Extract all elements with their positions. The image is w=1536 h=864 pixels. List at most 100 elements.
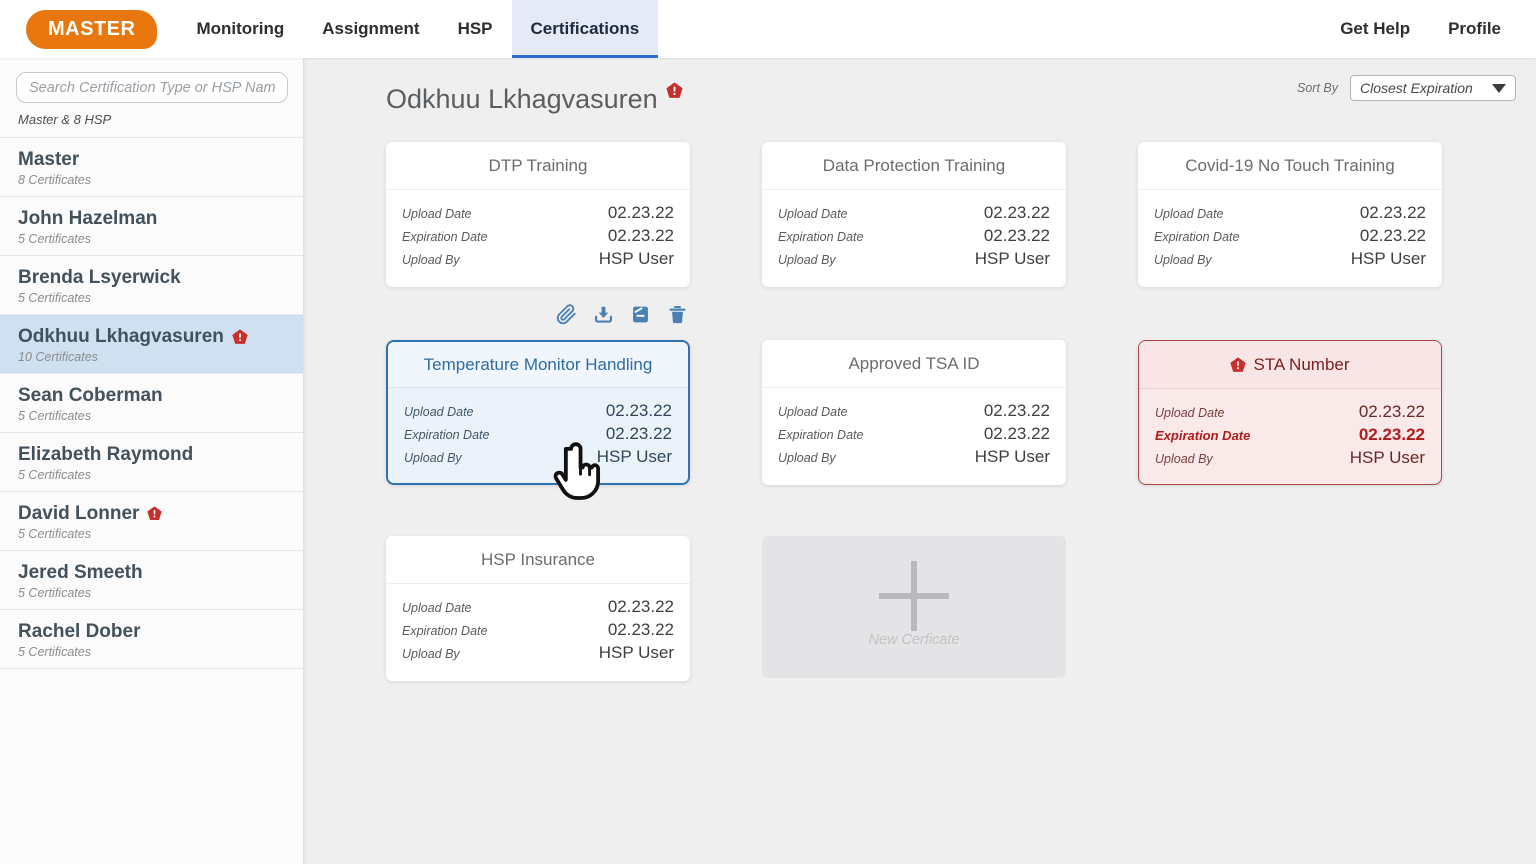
hsp-cert-count: 8 Certificates — [18, 173, 91, 187]
expiration-date-value: 02.23.22 — [607, 226, 674, 245]
card-row-3: HSP Insurance Upload Date 02.23.22 Expira… — [386, 536, 1442, 681]
expiration-date-value: 02.23.22 — [605, 424, 672, 443]
upload-date-label: Upload Date — [402, 207, 472, 221]
upload-date-value: 02.23.22 — [1358, 402, 1425, 421]
upload-date-label: Upload Date — [778, 207, 848, 221]
upload-date-value: 02.23.22 — [983, 203, 1050, 222]
sidebar-item-elizabeth-raymond[interactable]: Elizabeth Raymond 5 Certificates — [0, 432, 303, 491]
certificate-card-dtp-training[interactable]: DTP Training Upload Date 02.23.22 Expirat… — [386, 142, 690, 287]
upload-date-value: 02.23.22 — [605, 401, 672, 420]
upload-date-label: Upload Date — [778, 405, 848, 419]
hsp-cert-count: 5 Certificates — [18, 291, 91, 305]
upload-by-value: HSP User — [596, 447, 672, 466]
card-title: DTP Training — [386, 142, 690, 190]
top-navigation: MASTER Monitoring Assignment HSP Certifi… — [0, 0, 1536, 58]
upload-by-value: HSP User — [598, 249, 674, 268]
card-title: Data Protection Training — [762, 142, 1066, 190]
hsp-sidebar: Master & 8 HSP Master 8 Certificates Joh… — [0, 58, 304, 864]
hsp-name: Rachel Dober — [18, 621, 141, 642]
upload-by-label: Upload By — [404, 451, 462, 465]
alert-icon — [232, 329, 248, 344]
card-row-2: Temperature Monitor Handling Upload Date… — [386, 304, 1442, 485]
certificate-card-approved-tsa-id[interactable]: Approved TSA ID Upload Date 02.23.22 Expi… — [762, 340, 1066, 485]
upload-date-label: Upload Date — [404, 405, 474, 419]
tab-certifications[interactable]: Certifications — [511, 0, 659, 58]
get-help-link[interactable]: Get Help — [1340, 19, 1411, 38]
card-title: STA Number — [1139, 341, 1441, 389]
sort-by-control: Sort By Closest Expiration — [1297, 75, 1516, 101]
trash-icon[interactable] — [667, 304, 688, 325]
new-certificate-button[interactable]: New Cerficate — [762, 536, 1066, 678]
hsp-cert-count: 10 Certificates — [18, 350, 98, 364]
upload-by-label: Upload By — [1155, 452, 1213, 466]
upload-date-value: 02.23.22 — [1359, 203, 1426, 222]
tab-hsp[interactable]: HSP — [457, 19, 493, 38]
upload-by-value: HSP User — [974, 447, 1050, 466]
expiration-date-label: Expiration Date — [402, 230, 488, 244]
sidebar-item-david-lonner[interactable]: David Lonner 5 Certificates — [0, 491, 303, 550]
tab-assignment[interactable]: Assignment — [322, 19, 420, 38]
profile-link[interactable]: Profile — [1448, 19, 1501, 38]
hsp-name: Jered Smeeth — [18, 562, 143, 583]
expiration-date-value: 02.23.22 — [983, 424, 1050, 443]
plus-icon — [879, 561, 949, 631]
hsp-cert-count: 5 Certificates — [18, 527, 91, 541]
upload-date-label: Upload Date — [402, 601, 472, 615]
sort-by-value: Closest Expiration — [1360, 80, 1473, 96]
card-title: HSP Insurance — [386, 536, 690, 584]
page-title: Odkhuu Lkhagvasuren — [386, 82, 683, 115]
upload-by-value: HSP User — [1350, 249, 1426, 268]
upload-by-label: Upload By — [402, 253, 460, 267]
hsp-cert-count: 5 Certificates — [18, 232, 91, 246]
hsp-name: David Lonner — [18, 502, 285, 525]
card-row-1: DTP Training Upload Date 02.23.22 Expirat… — [386, 142, 1442, 287]
attachment-icon[interactable] — [556, 304, 577, 325]
expiration-date-value: 02.23.22 — [1359, 226, 1426, 245]
card-title: Approved TSA ID — [762, 340, 1066, 388]
alert-icon — [1230, 357, 1247, 372]
expiration-date-label: Expiration Date — [778, 230, 864, 244]
upload-by-label: Upload By — [778, 253, 836, 267]
card-toolbar — [556, 304, 688, 325]
sidebar-item-sean-coberman[interactable]: Sean Coberman 5 Certificates — [0, 373, 303, 432]
expiration-date-value: 02.23.22 — [607, 620, 674, 639]
hsp-name: Sean Coberman — [18, 385, 163, 406]
sidebar-item-john-hazelman[interactable]: John Hazelman 5 Certificates — [0, 196, 303, 255]
hsp-cert-count: 5 Certificates — [18, 409, 91, 423]
sidebar-item-jered-smeeth[interactable]: Jered Smeeth 5 Certificates — [0, 550, 303, 609]
search-input[interactable] — [16, 72, 288, 103]
certificate-card-icon[interactable] — [630, 304, 651, 325]
expiration-date-value: 02.23.22 — [1358, 425, 1425, 444]
hsp-name: Master — [18, 149, 80, 170]
upload-by-value: HSP User — [1349, 448, 1425, 467]
certificate-card-sta-number[interactable]: STA Number Upload Date 02.23.22 Expiratio… — [1138, 340, 1442, 485]
sidebar-summary: Master & 8 HSP — [18, 112, 112, 127]
sort-by-dropdown[interactable]: Closest Expiration — [1350, 75, 1516, 101]
upload-by-value: HSP User — [598, 643, 674, 662]
hsp-name: Odkhuu Lkhagvasuren — [18, 325, 285, 348]
master-logo[interactable]: MASTER — [26, 9, 158, 49]
certificate-card-temperature-monitor-handling[interactable]: Temperature Monitor Handling Upload Date… — [386, 340, 690, 485]
expiration-date-value: 02.23.22 — [983, 226, 1050, 245]
upload-date-value: 02.23.22 — [983, 401, 1050, 420]
sidebar-item-odkhuu-lkhagvasuren[interactable]: Odkhuu Lkhagvasuren 10 Certificates — [0, 314, 303, 373]
expiration-date-label: Expiration Date — [778, 428, 864, 442]
upload-date-value: 02.23.22 — [607, 203, 674, 222]
sidebar-item-master[interactable]: Master 8 Certificates — [0, 137, 303, 196]
certificate-card-hsp-insurance[interactable]: HSP Insurance Upload Date 02.23.22 Expira… — [386, 536, 690, 681]
card-title: Covid-19 No Touch Training — [1138, 142, 1442, 190]
certificate-card-covid19-no-touch-training[interactable]: Covid-19 No Touch Training Upload Date 02… — [1138, 142, 1442, 287]
expiration-date-label: Expiration Date — [1154, 230, 1240, 244]
alert-icon — [666, 82, 683, 98]
chevron-down-icon — [1492, 83, 1506, 93]
sidebar-item-rachel-dober[interactable]: Rachel Dober 5 Certificates — [0, 609, 303, 669]
upload-date-label: Upload Date — [1154, 207, 1224, 221]
upload-by-label: Upload By — [778, 451, 836, 465]
alert-icon — [147, 506, 162, 520]
certificate-card-data-protection-training[interactable]: Data Protection Training Upload Date 02.2… — [762, 142, 1066, 287]
expiration-date-label: Expiration Date — [402, 624, 488, 638]
upload-date-value: 02.23.22 — [607, 597, 674, 616]
sidebar-item-brenda-lsyerwick[interactable]: Brenda Lsyerwick 5 Certificates — [0, 255, 303, 314]
download-icon[interactable] — [593, 304, 614, 325]
tab-monitoring[interactable]: Monitoring — [196, 19, 285, 38]
